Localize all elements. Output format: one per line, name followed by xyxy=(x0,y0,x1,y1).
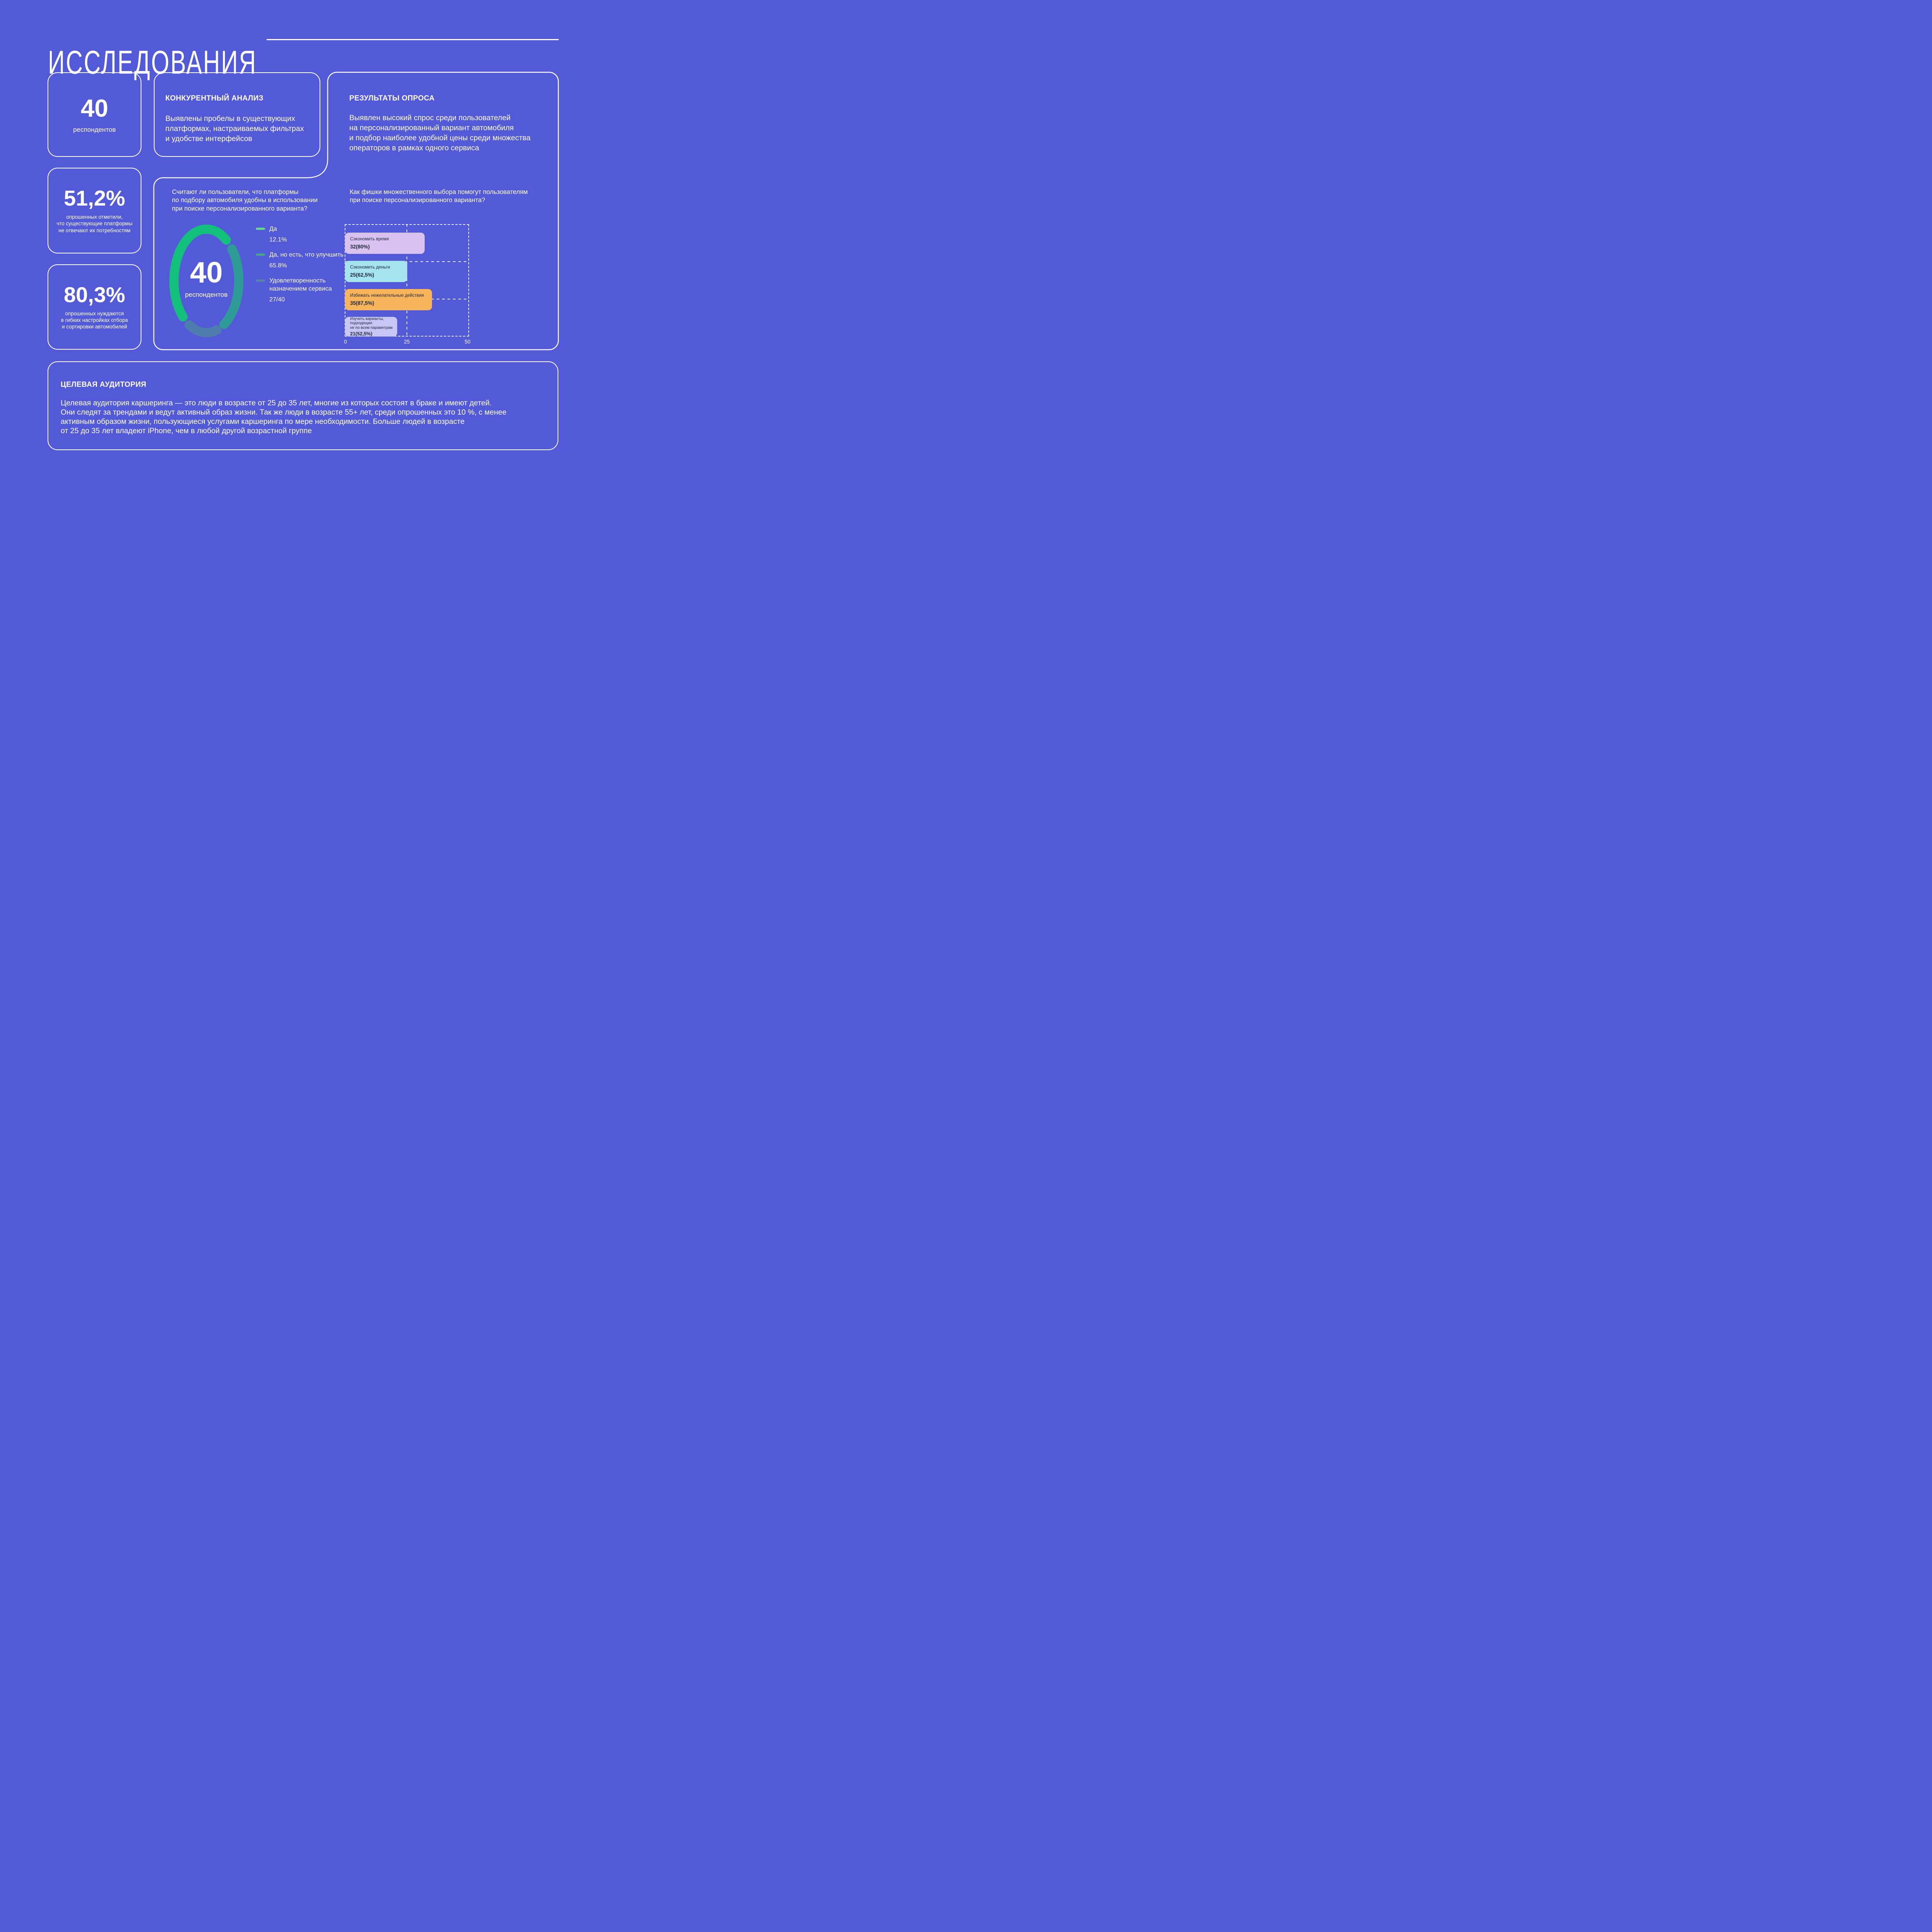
survey-results-section: РЕЗУЛЬТАТЫ ОПРОСА Выявлен высокий спрос … xyxy=(349,94,550,153)
target-audience-title: ЦЕЛЕВАЯ АУДИТОРИЯ xyxy=(61,381,146,389)
percent-51-label: опрошенных отметили, что существующие пл… xyxy=(56,214,133,233)
donut-question: Считают ли пользователи, что платформы п… xyxy=(172,189,318,212)
respondents-count: 40 xyxy=(80,94,109,122)
legend-label: Удовлетворенность назначением сервиса xyxy=(269,277,332,293)
x-tick-50: 50 xyxy=(464,339,471,345)
donut-arc-bottom xyxy=(184,320,222,337)
donut-center: 40 респондентов xyxy=(168,258,245,299)
donut-center-label: респондентов xyxy=(185,291,228,298)
legend-value: 12.1% xyxy=(269,236,287,243)
legend-dash-icon xyxy=(256,228,265,230)
bar-value: 35(87,5%) xyxy=(350,300,374,306)
donut-center-value: 40 xyxy=(190,256,223,289)
competitive-analysis-body: Выявлены пробелы в существующих платформ… xyxy=(165,114,304,143)
survey-results-title: РЕЗУЛЬТАТЫ ОПРОСА xyxy=(349,94,435,102)
bar-label: Сэкономить деньги xyxy=(350,265,390,270)
plot-frame xyxy=(345,224,469,337)
bar-label: Избежать нежелательные действия xyxy=(350,293,424,298)
percent-80-label: опрошенных нуждаются в гибких настройках… xyxy=(61,310,128,330)
bar-value: 25(62,5%) xyxy=(350,272,374,278)
gridline-h1 xyxy=(345,261,469,262)
respondents-label: респондентов xyxy=(73,126,116,133)
title-rule xyxy=(267,39,559,40)
legend-value: 27/40 xyxy=(269,296,285,303)
legend-item: Да 12.1% xyxy=(256,225,344,243)
gridline-25 xyxy=(406,224,407,337)
legend-item: Удовлетворенность назначением сервиса 27… xyxy=(256,277,344,303)
page-title: ИССЛЕДОВАНИЯ xyxy=(48,44,257,81)
x-tick-0: 0 xyxy=(344,339,347,345)
percent-51-value: 51,2% xyxy=(64,186,125,211)
target-audience-body: Целевая аудитория каршеринга — это люди … xyxy=(61,398,507,435)
legend-value: 65.8% xyxy=(269,262,287,269)
survey-panel-outline xyxy=(153,71,559,350)
survey-results-body: Выявлен высокий спрос среди пользователе… xyxy=(349,113,531,152)
donut-chart xyxy=(169,224,243,337)
legend-label: Да, но есть, что улучшить xyxy=(269,252,344,259)
bar-chart: Сэкономить время 32(80%) Сэкономить день… xyxy=(344,224,471,345)
bar-save-money: Сэкономить деньги 25(62,5%) xyxy=(345,261,407,282)
donut-legend: Да 12.1% Да, но есть, что улучшить 65.8%… xyxy=(256,225,344,303)
competitive-analysis-title: КОНКУРЕНТНЫЙ АНАЛИЗ xyxy=(165,94,264,102)
bar-value: 32(80%) xyxy=(350,244,370,250)
bar-value: 21(52,5%) xyxy=(350,331,372,337)
x-tick-25: 25 xyxy=(404,339,410,345)
donut-arc-main xyxy=(169,224,231,322)
bar-avoid-actions: Избежать нежелательные действия 35(87,5%… xyxy=(345,289,432,310)
legend-label: Да xyxy=(269,226,277,232)
percent-51-card: 51,2% опрошенных отметили, что существую… xyxy=(48,168,141,253)
competitive-analysis-card: КОНКУРЕНТНЫЙ АНАЛИЗ Выявлены пробелы в с… xyxy=(154,72,320,157)
bar-explore-options: Изучить варианты, подходящие не по всем … xyxy=(345,317,397,337)
bar-question: Как фишки множественного выбора помогут … xyxy=(350,189,528,204)
percent-80-card: 80,3% опрошенных нуждаются в гибких наст… xyxy=(48,264,141,350)
percent-80-value: 80,3% xyxy=(64,282,125,307)
respondents-card: 40 респондентов xyxy=(48,72,141,157)
bar-label: Изучить варианты, подходящие не по всем … xyxy=(350,316,393,330)
bar-save-time: Сэкономить время 32(80%) xyxy=(345,233,425,254)
legend-item: Да, но есть, что улучшить 65.8% xyxy=(256,251,344,269)
legend-dash-icon xyxy=(256,279,265,282)
target-audience-card: ЦЕЛЕВАЯ АУДИТОРИЯ Целевая аудитория карш… xyxy=(48,361,558,450)
bar-label: Сэкономить время xyxy=(350,236,389,242)
legend-dash-icon xyxy=(256,253,265,256)
donut-arc-right xyxy=(219,244,243,329)
